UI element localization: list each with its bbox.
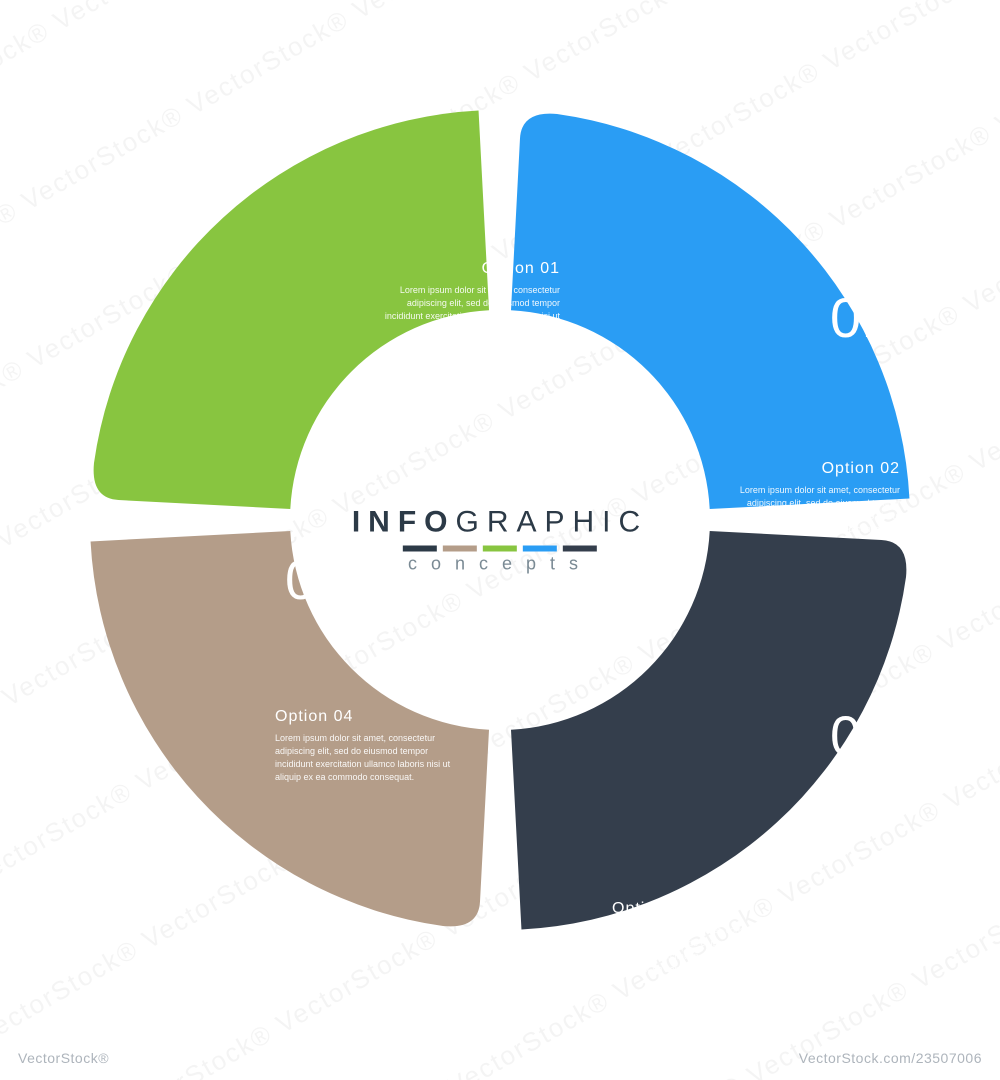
seg-02-number: 02 [830,290,896,346]
seg-02-title: Option 02 [710,460,900,478]
seg-01-body: Lorem ipsum dolor sit amet, consectetur … [370,284,560,336]
seg-03-text: Option 03 Lorem ipsum dolor sit amet, con… [612,900,802,976]
seg-03-title: Option 03 [612,900,802,918]
center-subtitle: concepts [352,554,648,575]
seg-04-body: Lorem ipsum dolor sit amet, consectetur … [275,732,465,784]
stage: VectorStock® VectorStock® VectorStock® V… [0,0,1000,1080]
seg-04-number-wrap: 04 [485,970,551,1026]
seg-01-text: Option 01 Lorem ipsum dolor sit amet, con… [370,260,560,336]
seg-02-number-wrap: 02 [830,290,896,346]
center-bar [563,546,597,552]
seg-02-body: Lorem ipsum dolor sit amet, consectetur … [710,484,900,536]
center-title-prefix: INFO [352,506,456,539]
watermark-brand: VectorStock® [18,1050,109,1066]
seg-03-body: Lorem ipsum dolor sit amet, consectetur … [612,924,802,976]
center-bar [523,546,557,552]
seg-01-title: Option 01 [370,260,560,278]
seg-04-number: 04 [485,970,551,1026]
watermark-id: VectorStock.com/23507006 [799,1050,982,1066]
seg-02-text: Option 02 Lorem ipsum dolor sit amet, con… [710,460,900,536]
seg-03-number-wrap: 03 [830,708,896,764]
seg-04-text: Option 04 Lorem ipsum dolor sit amet, con… [275,708,465,784]
seg-01-number-wrap: 01 [285,552,351,608]
center-title: INFOGRAPHIC [352,506,648,540]
center-label: INFOGRAPHIC concepts [352,506,648,575]
seg-01-number: 01 [285,552,351,608]
seg-04-title: Option 04 [275,708,465,726]
seg-03-number: 03 [830,708,896,764]
center-title-suffix: GRAPHIC [455,506,648,539]
center-bar [403,546,437,552]
center-bar [483,546,517,552]
center-bar [443,546,477,552]
center-color-bars [352,546,648,552]
